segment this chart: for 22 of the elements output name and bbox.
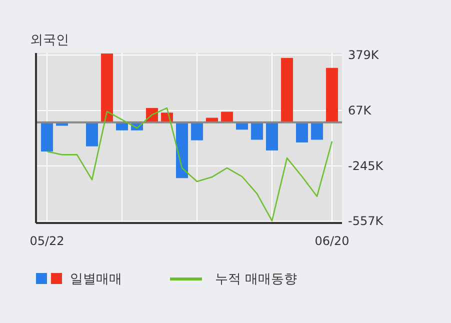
bar bbox=[176, 122, 188, 178]
bar bbox=[41, 122, 53, 152]
x-tick-label: 06/20 bbox=[314, 234, 350, 248]
legend-label: 일별매매 bbox=[70, 272, 122, 287]
bar bbox=[281, 58, 293, 122]
y-tick-label: 379K bbox=[348, 48, 380, 62]
x-tick-label: 05/22 bbox=[30, 234, 64, 248]
y-tick-label: -245K bbox=[348, 158, 384, 173]
bar bbox=[296, 122, 308, 142]
bar bbox=[101, 54, 113, 122]
bar bbox=[251, 122, 263, 140]
bar bbox=[311, 122, 323, 140]
legend-label: 누적 매매동향 bbox=[215, 272, 298, 287]
y-tick-label: -557K bbox=[348, 214, 384, 228]
bar bbox=[221, 112, 233, 122]
y-tick-label: 67K bbox=[348, 103, 372, 118]
bar bbox=[191, 122, 203, 140]
bar bbox=[326, 68, 338, 122]
bar bbox=[86, 122, 98, 146]
line-series bbox=[46, 107, 333, 222]
bar bbox=[266, 122, 278, 150]
chart-title: 외국인 bbox=[30, 33, 69, 48]
